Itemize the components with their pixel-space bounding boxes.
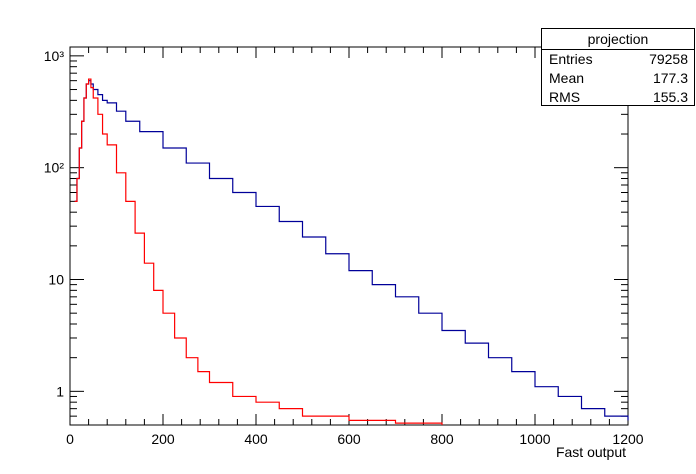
stats-label: RMS (549, 89, 581, 105)
y-tick-label: 10 (48, 272, 64, 288)
x-axis-title: Fast output (556, 444, 626, 460)
y-tick-label: 1 (56, 383, 64, 399)
y-tick-label: 10² (44, 160, 65, 176)
x-tick-label: 1000 (519, 431, 550, 447)
stats-value: 155.3 (652, 89, 688, 105)
stats-label: Mean (549, 70, 585, 86)
y-tick-label: 10³ (44, 48, 65, 64)
x-tick-label: 400 (244, 431, 268, 447)
series-line-1 (74, 78, 443, 425)
stats-label: Entries (549, 51, 593, 67)
stats-title: projection (542, 29, 694, 50)
stats-box: projection Entries 79258 Mean 177.3 RMS … (541, 28, 695, 106)
series-line-0 (74, 80, 629, 421)
stats-row-rms: RMS 155.3 (542, 88, 694, 107)
stats-row-entries: Entries 79258 (542, 50, 694, 69)
stats-row-mean: Mean 177.3 (542, 69, 694, 88)
x-tick-label: 800 (430, 431, 454, 447)
x-tick-label: 600 (337, 431, 361, 447)
x-tick-label: 1200 (612, 431, 643, 447)
x-tick-label: 0 (66, 431, 74, 447)
stats-value: 177.3 (652, 70, 688, 86)
x-tick-label: 200 (151, 431, 175, 447)
stats-value: 79258 (649, 51, 688, 67)
